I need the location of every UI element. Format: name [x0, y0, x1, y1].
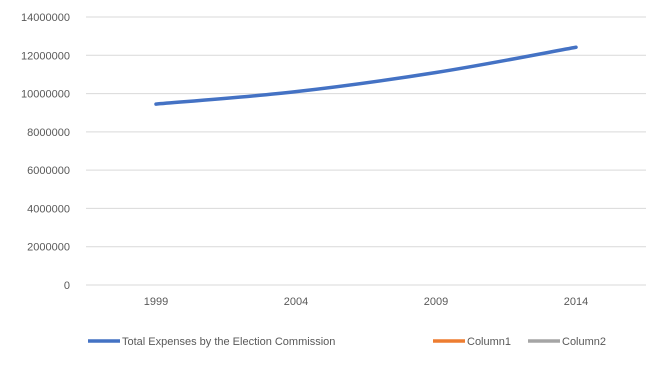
legend-item: Column1 — [433, 336, 511, 348]
y-tick-label: 14000000 — [21, 12, 70, 24]
y-tick-label: 8000000 — [27, 127, 70, 139]
y-tick-label: 2000000 — [27, 242, 70, 254]
legend-label: Column1 — [467, 336, 511, 348]
y-tick-label: 12000000 — [21, 50, 70, 62]
legend-item: Column2 — [528, 336, 606, 348]
y-tick-label: 4000000 — [27, 203, 70, 215]
x-tick-label: 2004 — [284, 296, 308, 308]
legend-label: Column2 — [562, 336, 606, 348]
x-tick-label: 2009 — [424, 296, 448, 308]
legend: Total Expenses by the Election Commissio… — [88, 336, 606, 348]
y-tick-label: 6000000 — [27, 165, 70, 177]
x-tick-label: 1999 — [144, 296, 168, 308]
x-axis-tick-labels: 1999 2004 2009 2014 — [144, 296, 588, 308]
y-tick-label: 0 — [64, 280, 70, 292]
legend-item: Total Expenses by the Election Commissio… — [88, 336, 335, 348]
y-axis-tick-labels: 0 2000000 4000000 6000000 8000000 10000000 120… — [21, 12, 70, 292]
legend-label: Total Expenses by the Election Commissio… — [122, 336, 335, 348]
y-tick-label: 10000000 — [21, 89, 70, 101]
x-tick-label: 2014 — [564, 296, 588, 308]
gridlines — [86, 17, 646, 285]
